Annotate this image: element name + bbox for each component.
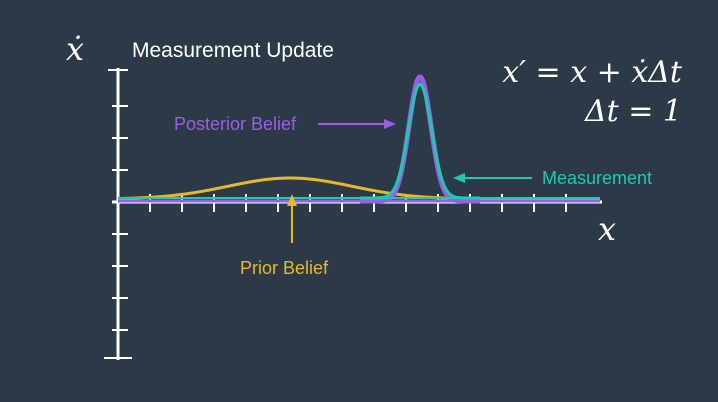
equation-dt: Δt = 1 [584, 94, 682, 129]
measurement-label: Measurement [542, 168, 652, 188]
equation-motion: x′ = x + ẋΔt [502, 55, 683, 90]
measurement-arrow [453, 173, 532, 183]
prior-belief-curve [117, 176, 600, 201]
x-axis-label: x [598, 210, 616, 248]
prior-arrow [287, 194, 297, 243]
diagram-title: Measurement Update [132, 39, 334, 62]
prior-belief-label: Prior Belief [240, 258, 329, 278]
posterior-belief-curve [360, 74, 480, 204]
posterior-belief-label: Posterior Belief [174, 114, 297, 134]
y-axis-label: ẋ [66, 30, 84, 68]
posterior-arrow [318, 119, 396, 129]
y-axis-ticks [104, 69, 132, 359]
